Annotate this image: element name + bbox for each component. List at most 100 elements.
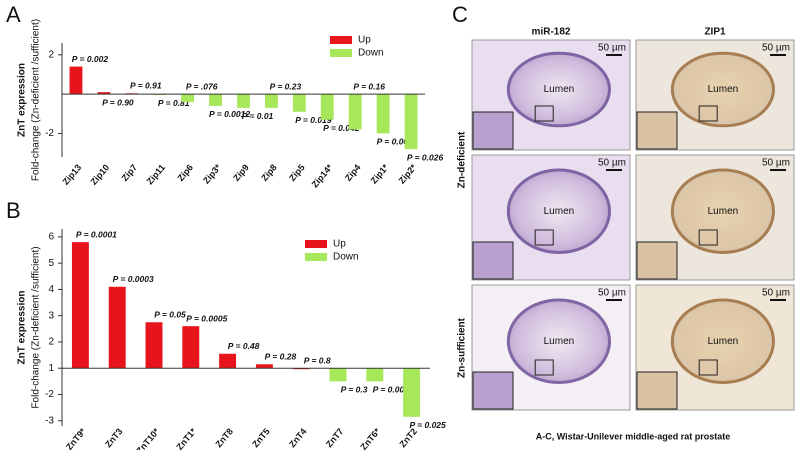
x-tick-label: ZnT6* <box>358 426 382 450</box>
zoom-box <box>534 359 554 376</box>
p-value: P = 0.026 <box>407 152 444 162</box>
x-tick-label: ZnT1* <box>174 426 198 450</box>
column-header: ZIP1 <box>704 27 726 38</box>
bar <box>71 242 89 369</box>
bar <box>292 94 306 112</box>
p-value: P = 0.28 <box>265 352 297 362</box>
y-axis-subtitle: Fold-change (Zn-deficient /sufficient) <box>31 19 42 181</box>
legend-swatch <box>330 49 352 57</box>
inset <box>636 111 678 150</box>
y-axis-title: ZnT expression <box>17 291 28 365</box>
y-tick-label: -2 <box>45 389 54 400</box>
bar <box>69 66 83 95</box>
x-tick-label: ZnT8 <box>213 426 234 449</box>
bar <box>348 94 362 130</box>
lumen-label: Lumen <box>544 84 575 95</box>
p-value: P = 0.0005 <box>186 313 227 323</box>
p-value: P = 0.81 <box>158 98 190 108</box>
y-tick-label: 2 <box>48 337 54 348</box>
scale-bar-label: 50 µm <box>762 288 790 299</box>
inset <box>472 111 514 150</box>
y-tick-label: 6 <box>48 232 54 243</box>
p-value: P = 0.008 <box>373 385 410 395</box>
x-tick-label: Zip3* <box>201 162 223 186</box>
bar <box>265 94 278 108</box>
x-tick-label: Zip5 <box>287 162 307 183</box>
x-tick-label: Zip2* <box>397 162 419 186</box>
legend-swatch <box>330 36 352 44</box>
zoom-box <box>534 229 554 246</box>
zoom-box <box>698 105 718 122</box>
lumen-label: Lumen <box>708 84 739 95</box>
x-tick-label: Zip10 <box>88 162 111 186</box>
inset <box>636 241 678 280</box>
bar <box>320 94 334 120</box>
lumen-region <box>670 298 775 384</box>
x-tick-label: Zip1* <box>369 162 391 186</box>
inset <box>636 371 678 410</box>
bar <box>145 322 163 369</box>
lumen-region <box>506 168 611 254</box>
p-value: P = 0.3 <box>341 385 368 395</box>
y-tick-label: 2 <box>48 49 54 60</box>
zoom-box <box>534 105 554 122</box>
x-tick-label: Zip9 <box>231 162 251 183</box>
x-tick-label: ZnT7 <box>324 426 345 449</box>
bar <box>181 94 195 102</box>
p-value: P = 0.0019 <box>377 137 418 147</box>
x-tick-label: ZnT3 <box>103 426 124 449</box>
p-value: P = 0.0003 <box>113 274 154 284</box>
p-value: P = 0.042 <box>323 123 360 133</box>
p-value: P = .076 <box>186 81 218 91</box>
scale-bar-label: 50 µm <box>598 288 626 299</box>
lumen-region <box>670 168 775 254</box>
row-label: Zn-deficient <box>457 131 468 188</box>
panel-label: C <box>452 2 468 27</box>
x-tick-label: Zip4 <box>343 162 363 183</box>
y-tick-label: -2 <box>45 128 54 139</box>
p-value: P = 0.0012 <box>209 109 250 119</box>
x-tick-label: Zip11 <box>145 162 167 186</box>
bar <box>376 94 390 134</box>
p-value: P = 0.019 <box>295 115 332 125</box>
lumen-region <box>670 51 775 128</box>
inset <box>472 371 514 410</box>
bar <box>209 94 222 106</box>
p-value: P = 0.8 <box>304 355 331 365</box>
p-value: P = 0.90 <box>102 97 134 107</box>
legend-swatch <box>305 253 327 261</box>
p-value: P = 0.0001 <box>76 229 117 239</box>
x-tick-label: ZnT4 <box>287 426 308 449</box>
y-axis-title: ZnT expression <box>17 63 28 137</box>
bar <box>97 92 111 95</box>
x-tick-label: Zip6 <box>175 162 195 183</box>
scale-bar-label: 50 µm <box>598 158 626 169</box>
p-value: P = 0.16 <box>353 81 385 91</box>
p-value: P = 0.05 <box>154 309 186 319</box>
x-tick-label: ZnT9* <box>64 426 88 450</box>
y-tick-label: 4 <box>48 284 54 295</box>
x-tick-label: Zip7 <box>120 162 140 183</box>
y-tick-label: -3 <box>45 415 54 426</box>
zoom-box <box>698 359 718 376</box>
lumen-region <box>506 51 611 128</box>
y-axis-subtitle: Fold-change (Zn-deficient /sufficient) <box>31 246 42 408</box>
p-value: P = 0.01 <box>242 111 274 121</box>
lumen-label: Lumen <box>544 206 575 217</box>
bar <box>366 368 384 382</box>
p-value: P = 0.025 <box>409 420 446 430</box>
y-tick-label: 3 <box>48 310 54 321</box>
inset <box>472 241 514 280</box>
lumen-label: Lumen <box>708 206 739 217</box>
zoom-box <box>698 229 718 246</box>
panel-label: B <box>6 198 21 223</box>
x-tick-label: ZnT10* <box>134 426 161 450</box>
scale-bar-label: 50 µm <box>598 43 626 54</box>
x-tick-label: Zip8 <box>259 162 279 183</box>
bar <box>329 368 347 382</box>
legend-label: Up <box>333 239 346 250</box>
scale-bar-label: 50 µm <box>762 43 790 54</box>
bar <box>255 364 273 369</box>
legend-label: Down <box>358 48 384 59</box>
bar <box>237 94 250 108</box>
